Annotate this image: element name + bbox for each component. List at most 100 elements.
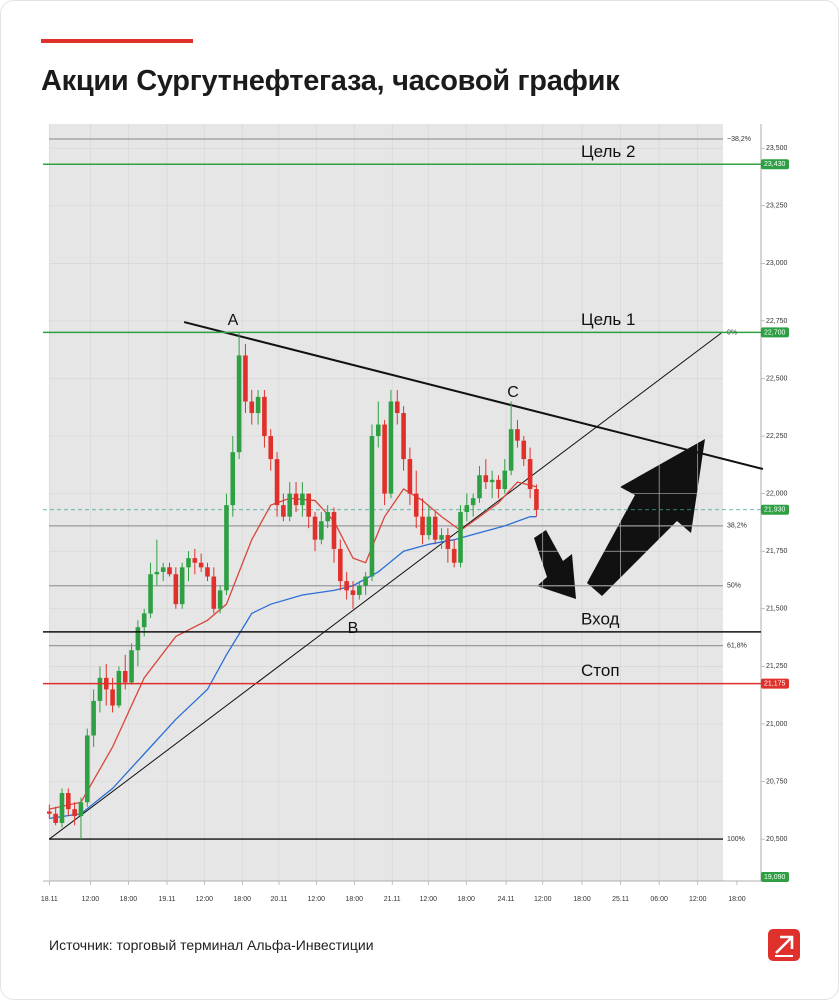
y-tick-label: 21,750 [766,548,788,555]
fib-label: 100% [727,836,745,843]
source: Источник: торговый терминал Альфа-Инвест… [49,937,374,953]
y-tick-label: 22,000 [766,490,788,497]
candle-body [78,802,84,817]
candle-body [331,512,337,549]
y-tick-label: 22,750 [766,318,788,325]
data-layer: 20,500 20,750 21,000 21,250 21,500 21,750 22,0… [41,124,789,903]
candle-body [458,512,463,563]
candle-body [91,700,96,736]
candle-body [420,516,425,536]
candle-body [319,521,324,540]
point-label: A [228,312,239,329]
candle-body [230,452,236,506]
candle-body [59,793,65,823]
accent-bar [41,39,193,43]
candle-body [306,493,311,517]
candle-body [129,650,134,683]
point-label: C [507,384,519,401]
x-tick-label: 18:00 [728,896,746,903]
candle-body [84,735,90,803]
x-tick-label: 12:00 [82,896,100,903]
candle-body [255,396,261,414]
x-tick-label: 06:00 [650,896,668,903]
candle-body [338,548,343,582]
candle-body [426,516,432,536]
candle-body [281,505,286,517]
fib-label: 38,2% [727,523,747,530]
candle-body [148,574,153,614]
y-tick-label: 21,250 [766,663,788,670]
y-tick-label: 23,500 [766,145,788,152]
candle-body [211,576,217,609]
price-badge [761,678,789,689]
candle-body [363,576,368,586]
chart: 20,500 20,750 21,000 21,250 21,500 21,750 22,0… [41,124,789,903]
candle-body [375,424,381,437]
candle-body [489,479,495,483]
candle-body [470,498,476,506]
x-tick-label: 18:00 [457,896,475,903]
candle-body [179,567,185,605]
candle-body [407,459,413,494]
candle-body [47,811,52,814]
x-tick-label: 18:00 [120,896,138,903]
candle-body [344,581,349,591]
candle-body [502,470,508,490]
level-label: Стоп [581,661,620,680]
level-label: Вход [581,609,620,628]
x-tick-label: 20.11 [270,896,287,903]
candle-body [167,567,172,575]
x-tick-label: 18:00 [234,896,252,903]
candle-body [249,401,255,414]
candle-body [350,590,356,595]
candle-body [515,429,520,441]
price-badge [761,504,789,515]
candle-body [217,590,223,609]
x-tick-label: 12:00 [534,896,552,903]
candle-body [496,479,501,490]
y-tick-label: 21,000 [766,721,788,728]
plot-background [49,124,723,881]
x-tick-label: 12:00 [689,896,707,903]
fib-label: −38,2% [727,136,751,143]
candle-body [205,567,210,577]
candle-body [388,401,394,494]
candle-body [154,571,160,575]
y-tick-label: 20,500 [766,836,788,843]
candle-body [508,429,514,471]
candle-body [262,396,267,437]
candle-body [97,677,103,701]
x-tick-label: 24.11 [498,896,515,903]
price-badge-label: 21,930 [764,507,786,514]
candle-body [293,493,299,506]
candle-body [224,505,229,591]
candle-body [477,475,482,499]
x-tick-label: 21.11 [384,896,401,903]
y-tick-label: 22,500 [766,375,788,382]
candle-body [268,436,274,460]
candle-body [66,793,71,810]
moving-average [49,516,537,820]
price-badge-label: 21,175 [764,680,786,687]
x-tick-label: 18:00 [573,896,591,903]
price-badge [761,327,789,338]
x-tick-label: 12:00 [196,896,214,903]
point-label: B [348,620,359,637]
candle-body [135,627,141,651]
down-arrow [534,530,576,599]
price-badge [761,872,789,882]
candle-body [356,585,362,595]
level-label: Цель 2 [581,142,635,161]
logo [768,929,800,961]
candle-body [53,813,58,823]
candle-body [116,670,122,706]
y-tick-label: 22,250 [766,433,788,440]
up-arrow [587,439,705,596]
candle-body [464,505,470,513]
candle-body [325,512,330,522]
candle-body [413,493,419,517]
x-tick-label: 18.11 [41,896,58,903]
candle-body [451,548,457,563]
y-tick-label: 21,500 [766,606,788,613]
